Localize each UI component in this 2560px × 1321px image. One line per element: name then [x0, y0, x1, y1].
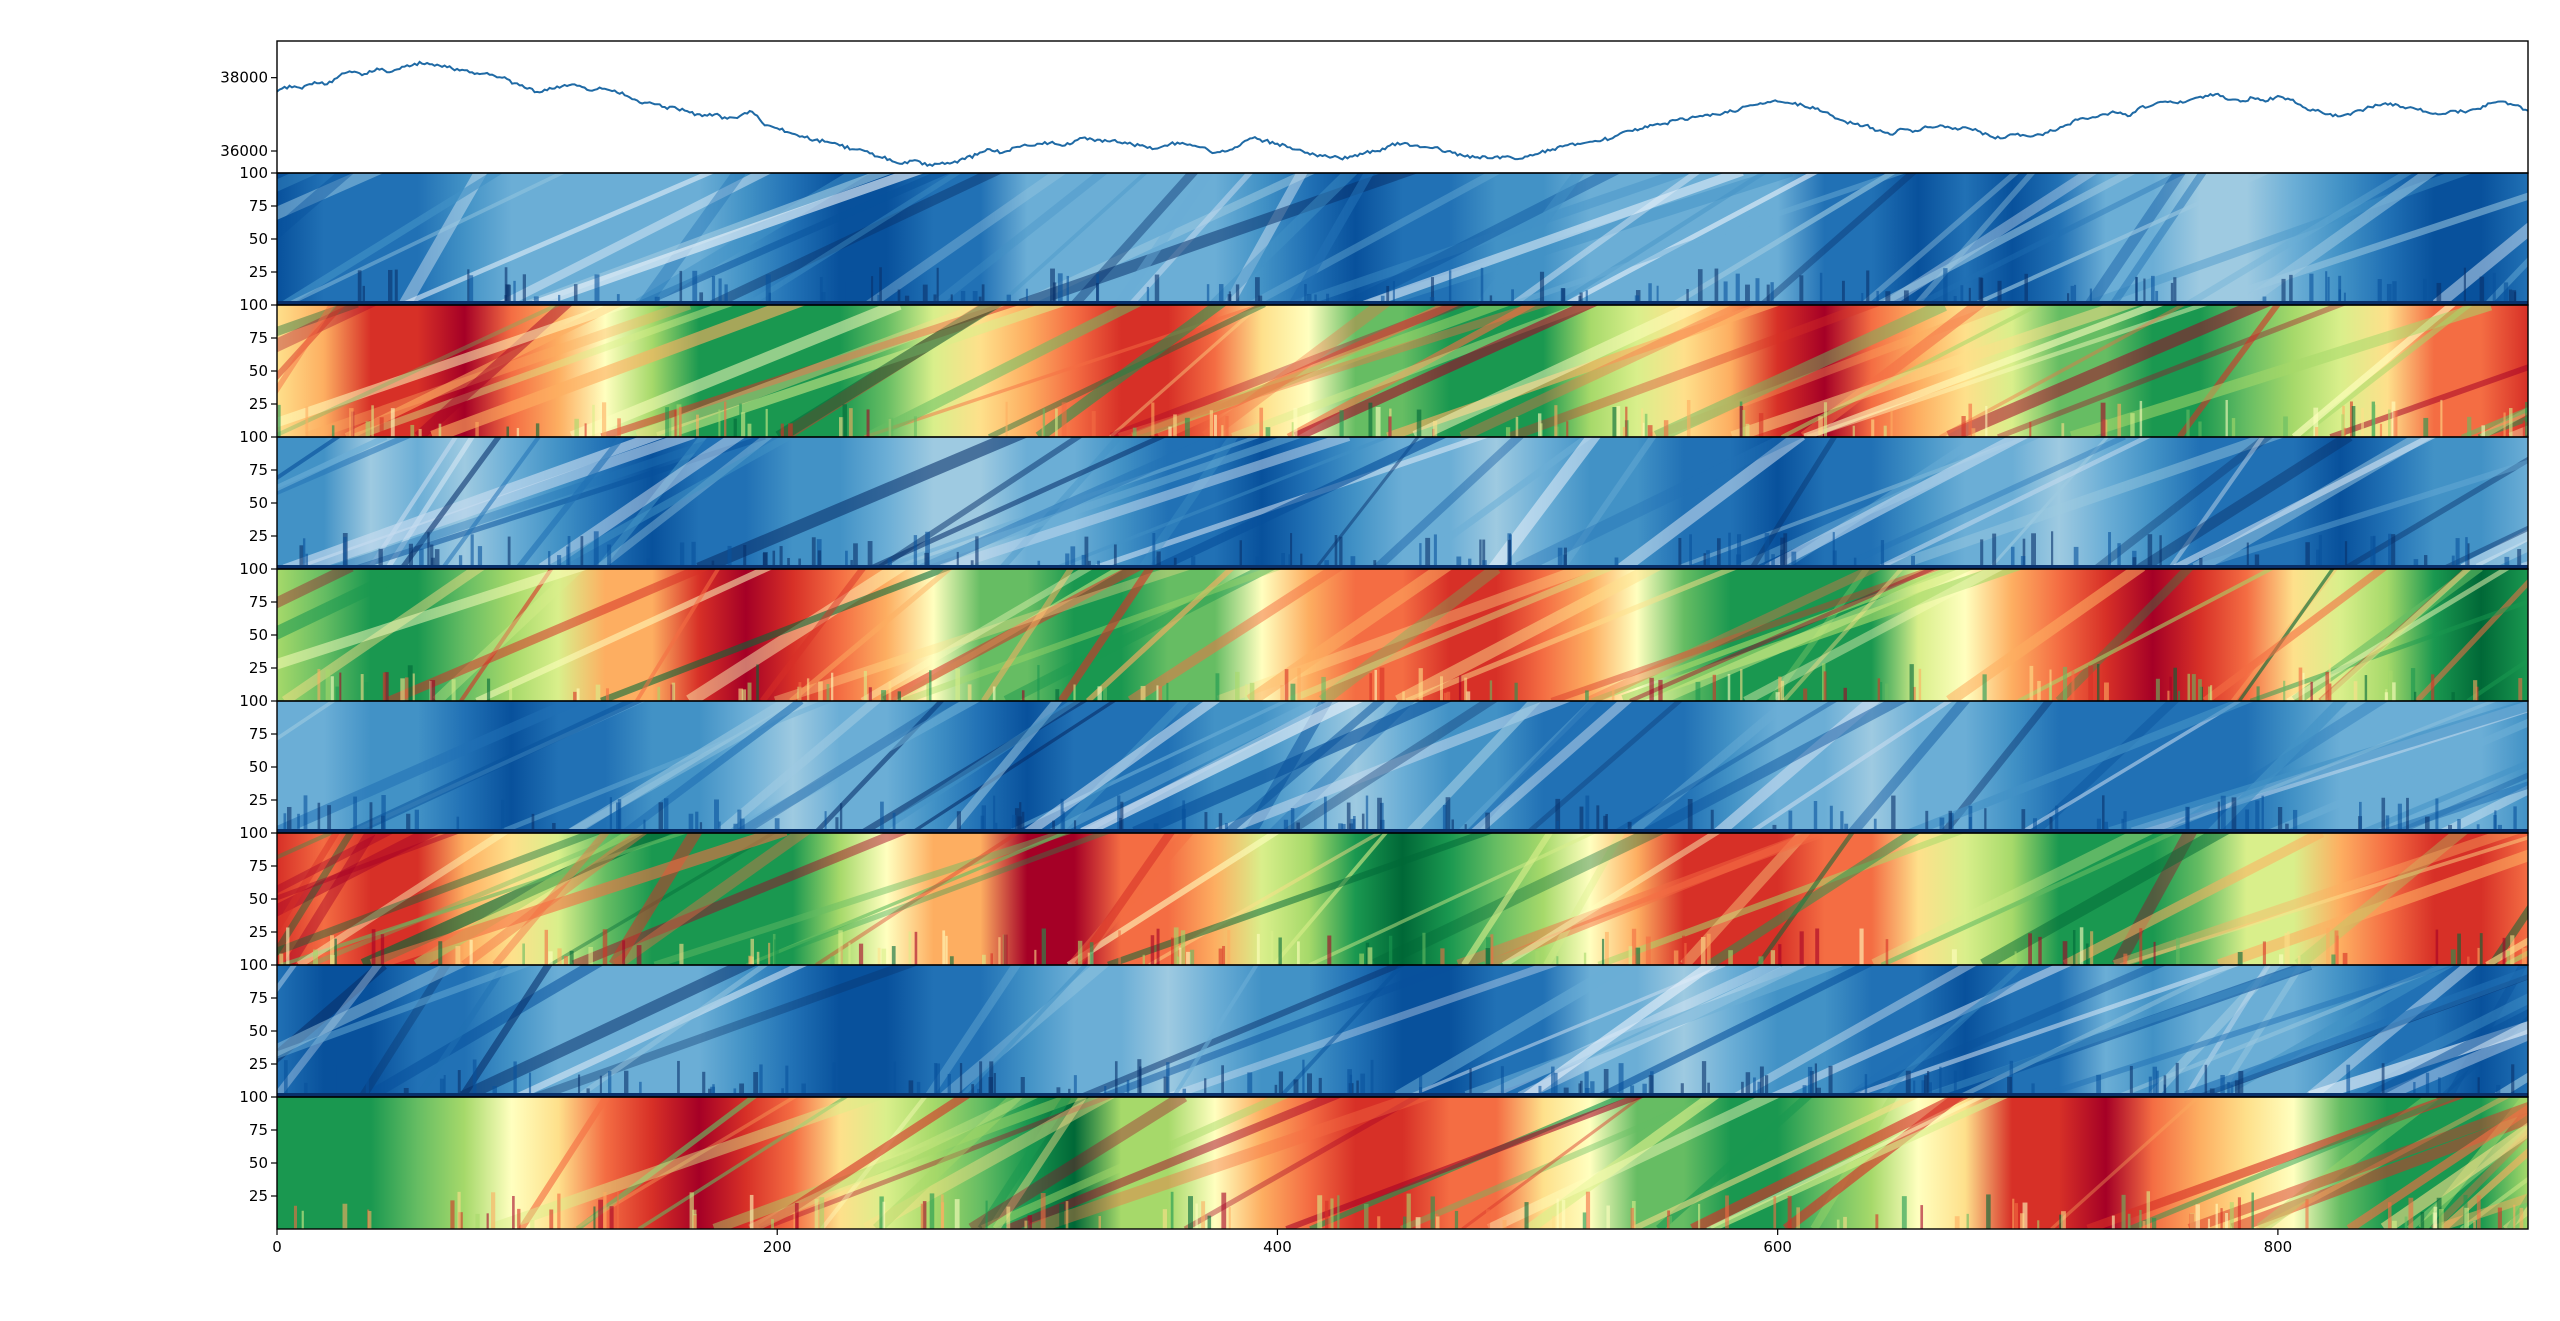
- y-tick-label: 100: [239, 296, 268, 314]
- heatmap-panel-8: [277, 1097, 2528, 1229]
- heatmap-texture: [277, 173, 2528, 305]
- y-tick-label: 50: [249, 1154, 268, 1172]
- y-tick-label: 100: [239, 956, 268, 974]
- y-tick-label: 50: [249, 890, 268, 908]
- chart-panels: [277, 41, 2528, 1229]
- y-tick-label: 75: [249, 725, 268, 743]
- panel-2: [277, 305, 2528, 437]
- y-tick-label: 50: [249, 626, 268, 644]
- y-tick-label: 75: [249, 989, 268, 1007]
- y-tick-label: 100: [239, 560, 268, 578]
- panel-6: [277, 833, 2528, 965]
- x-tick-label: 800: [2264, 1238, 2293, 1256]
- panel-3: [277, 437, 2528, 569]
- y-tick-label: 50: [249, 758, 268, 776]
- x-tick-label: 200: [763, 1238, 792, 1256]
- y-tick-label: 38000: [220, 69, 268, 87]
- heatmap-texture: [277, 833, 2528, 965]
- heatmap-texture: [277, 965, 2528, 1097]
- y-tick-label: 75: [249, 593, 268, 611]
- y-tick-label: 50: [249, 494, 268, 512]
- y-tick-label: 25: [249, 395, 268, 413]
- y-tick-label: 50: [249, 1022, 268, 1040]
- y-tick-label: 25: [249, 659, 268, 677]
- panel-0: [277, 41, 2528, 173]
- y-tick-label: 50: [249, 362, 268, 380]
- price-line: [277, 60, 2528, 168]
- y-tick-label: 25: [249, 527, 268, 545]
- heatmap-texture: [277, 437, 2528, 569]
- y-tick-label: 100: [239, 428, 268, 446]
- y-tick-label: 100: [239, 692, 268, 710]
- y-tick-label: 75: [249, 857, 268, 875]
- y-tick-label: 100: [239, 164, 268, 182]
- panel-1: [277, 173, 2528, 305]
- heatmap-texture: [277, 701, 2528, 833]
- y-tick-label: 75: [249, 1121, 268, 1139]
- axes-overlay: 36000 38000 25 50 75 100 25 50 75 100 25 50 75 100 25 5…: [220, 40, 2529, 1256]
- panel-border: [276, 1096, 2529, 1230]
- panel-8: [277, 1097, 2528, 1229]
- heatmap-texture: [277, 305, 2528, 437]
- panel-5: [277, 701, 2528, 833]
- y-tick-label: 36000: [220, 142, 268, 160]
- panel-7: [277, 965, 2528, 1097]
- y-tick-label: 100: [239, 1088, 268, 1106]
- y-tick-label: 25: [249, 1187, 268, 1205]
- heatmap-texture: [277, 569, 2528, 701]
- x-tick-label: 600: [1763, 1238, 1792, 1256]
- y-tick-label: 25: [249, 263, 268, 281]
- y-tick-label: 75: [249, 461, 268, 479]
- y-tick-label: 75: [249, 329, 268, 347]
- panel-4: [277, 569, 2528, 701]
- line-panel-background: [277, 41, 2528, 173]
- y-tick-label: 50: [249, 230, 268, 248]
- y-tick-label: 25: [249, 923, 268, 941]
- heatmap-texture: [293, 1097, 2528, 1229]
- x-tick-label: 400: [1263, 1238, 1292, 1256]
- y-tick-label: 25: [249, 1055, 268, 1073]
- y-tick-label: 100: [239, 824, 268, 842]
- y-tick-label: 75: [249, 197, 268, 215]
- x-tick-label: 0: [272, 1238, 282, 1256]
- y-tick-label: 25: [249, 791, 268, 809]
